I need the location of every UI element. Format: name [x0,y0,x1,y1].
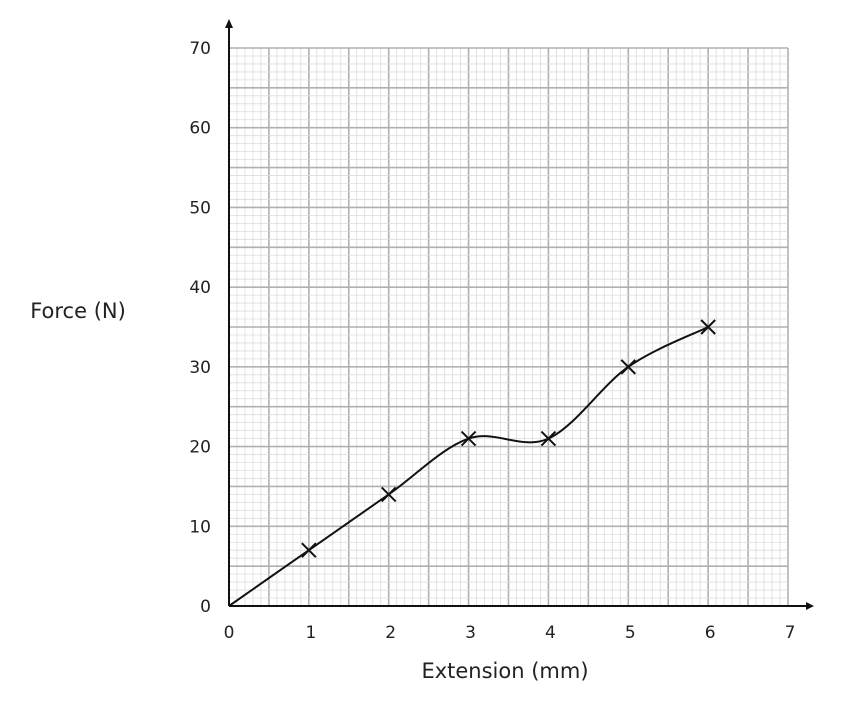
x-tick-label: 2 [385,623,396,643]
y-tick-label: 30 [189,358,211,378]
y-tick-label: 50 [189,198,211,218]
data-point-marker [301,542,317,558]
data-point-marker [620,359,636,375]
y-tick-label: 20 [189,438,211,458]
y-tick-label: 10 [189,517,211,537]
x-tick-label: 5 [625,623,636,643]
x-tick-label: 6 [705,623,716,643]
y-tick-label: 60 [189,119,211,139]
y-axis-arrow-icon [225,19,233,28]
data-markers [301,319,716,558]
x-axis-arrow-icon [806,602,814,610]
y-tick-label: 0 [200,597,211,617]
x-axis-label: Extension (mm) [421,659,588,683]
data-point-marker [700,319,716,335]
grid [228,47,789,607]
data-point-marker [540,430,557,447]
y-axis-label: Force (N) [30,299,126,323]
x-tick-label: 0 [224,623,235,643]
data-point-marker [381,486,397,503]
axes [225,19,814,610]
data-point-marker [460,430,477,447]
x-tick-label: 1 [305,623,316,643]
y-tick-label: 70 [189,39,211,59]
x-tick-label: 4 [545,623,556,643]
x-tick-label: 3 [465,623,476,643]
y-tick-label: 40 [189,278,211,298]
x-tick-label: 7 [785,623,796,643]
